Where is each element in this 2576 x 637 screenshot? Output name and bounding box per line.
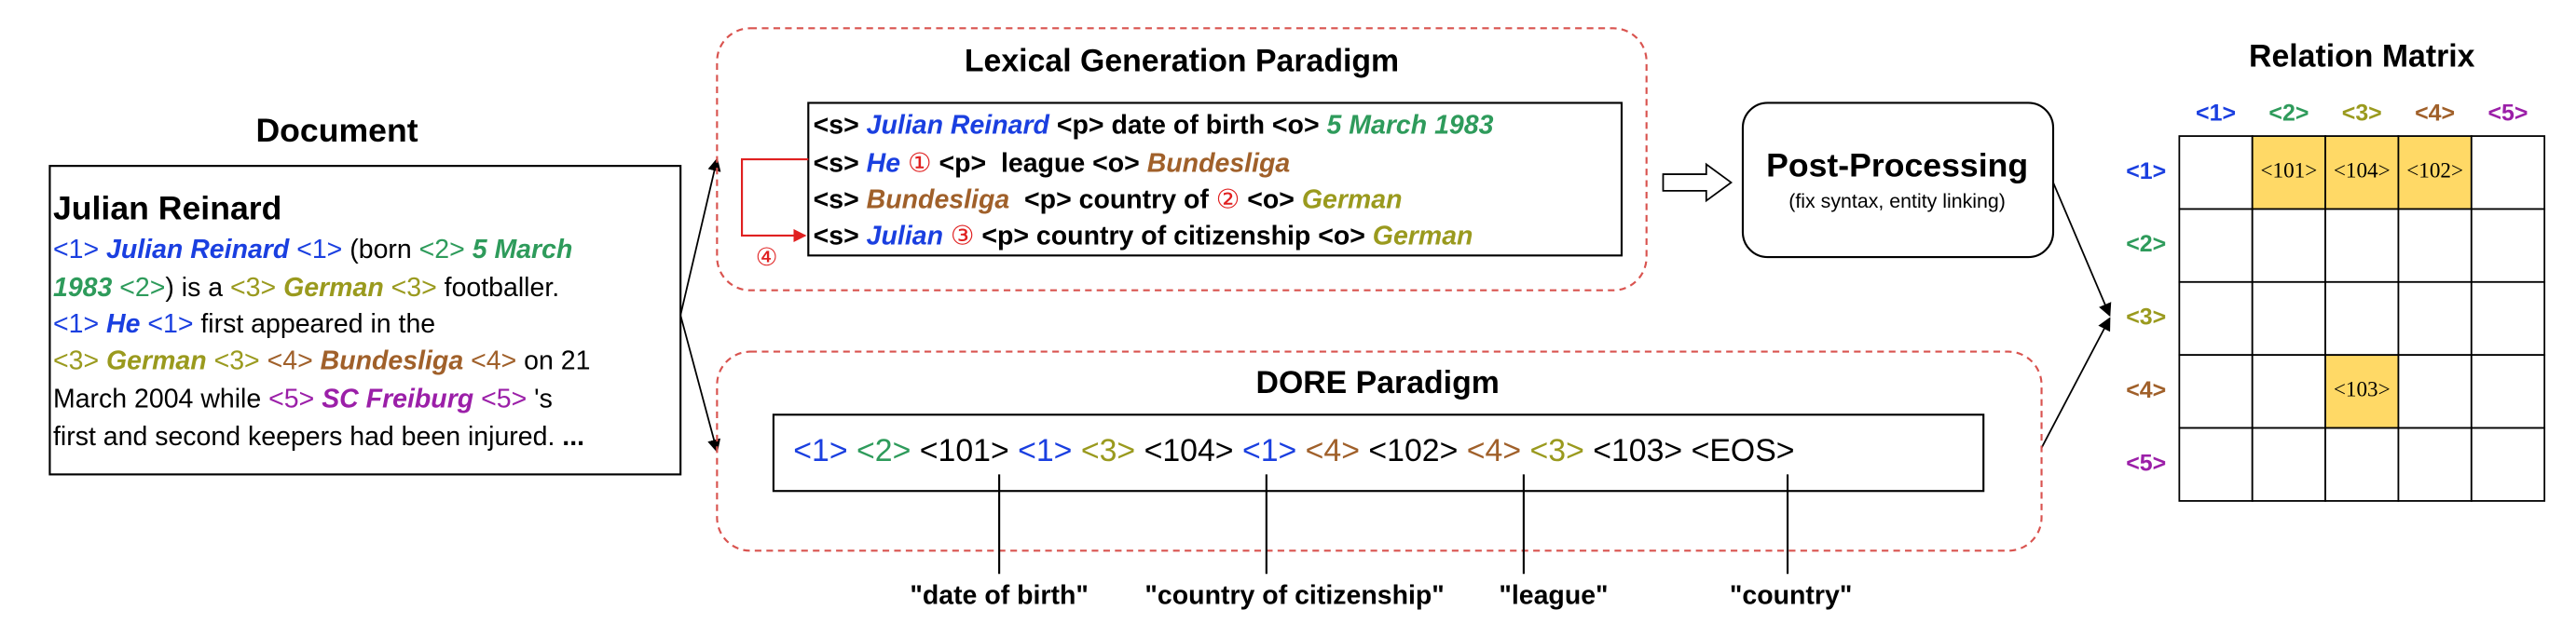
matrix-cell bbox=[2324, 280, 2400, 357]
column-header: <3> bbox=[2342, 101, 2382, 127]
matrix-cell bbox=[2470, 280, 2546, 357]
document-line: first and second keepers had been injure… bbox=[53, 422, 584, 452]
row-header: <2> bbox=[2126, 231, 2166, 257]
document-box bbox=[48, 165, 682, 476]
document-line: <1> He <1> first appeared in the bbox=[53, 309, 435, 339]
document-line: <1> Julian Reinard <1> (born <2> 5 March bbox=[53, 235, 572, 264]
relation-label: "country of citizenship" bbox=[1144, 581, 1444, 611]
matrix-cell bbox=[2470, 427, 2546, 502]
lexical-line: <s> He ① <p> league <o> Bundesliga bbox=[814, 148, 1291, 178]
arrow bbox=[679, 157, 721, 316]
row-header: <1> bbox=[2126, 158, 2166, 184]
matrix-cell bbox=[2397, 208, 2473, 283]
post-processing-box bbox=[1741, 102, 2055, 259]
lexical-line: <s> Julian Reinard <p> date of birth <o>… bbox=[814, 110, 1494, 140]
dore-title: DORE Paradigm bbox=[1256, 365, 1500, 400]
matrix-cell bbox=[2178, 208, 2254, 283]
dore-box bbox=[772, 413, 1985, 493]
post-processing-title: Post-Processing bbox=[1766, 146, 2028, 183]
matrix-cell bbox=[2178, 135, 2254, 210]
lexical-title: Lexical Generation Paradigm bbox=[965, 44, 1399, 79]
matrix-cell bbox=[2324, 427, 2400, 502]
relation-label: "country" bbox=[1730, 581, 1852, 611]
lexical-box bbox=[807, 102, 1624, 257]
document-heading: Julian Reinard bbox=[53, 190, 281, 227]
dore-sequence: <1> <2> <101> <1> <3> <104> <1> <4> <102… bbox=[793, 433, 1794, 468]
matrix-cell bbox=[2251, 208, 2326, 283]
matrix-cell bbox=[2251, 280, 2326, 357]
matrix-cell bbox=[2397, 354, 2473, 429]
document-line: 1983 <2>) is a <3> German <3> footballer… bbox=[53, 272, 559, 302]
arrow bbox=[2040, 317, 2111, 449]
matrix-cell bbox=[2178, 280, 2254, 357]
loop-arrow bbox=[741, 157, 809, 243]
row-header: <4> bbox=[2126, 377, 2166, 403]
matrix-cell bbox=[2397, 280, 2473, 357]
hollow-arrow bbox=[1662, 162, 1733, 203]
matrix-cell bbox=[2397, 135, 2473, 210]
matrix-cell bbox=[2178, 354, 2254, 429]
matrix-cell bbox=[2251, 427, 2326, 502]
matrix-cell bbox=[2397, 427, 2473, 502]
lexical-line: <s> Bundesliga <p> country of ② <o> Germ… bbox=[814, 184, 1403, 214]
arrow bbox=[679, 315, 721, 454]
column-header: <2> bbox=[2268, 101, 2309, 127]
relation-label: "date of birth" bbox=[910, 581, 1089, 611]
cell-label: <101> bbox=[2260, 159, 2317, 183]
document-line: March 2004 while <5> SC Freiburg <5> 's bbox=[53, 384, 553, 413]
document-title: Document bbox=[255, 112, 418, 149]
arrow bbox=[2052, 182, 2112, 318]
cell-label: <103> bbox=[2334, 378, 2391, 402]
matrix-cell bbox=[2324, 208, 2400, 283]
matrix-cell bbox=[2470, 208, 2546, 283]
matrix-cell bbox=[2470, 354, 2546, 429]
relation-label: "league" bbox=[1499, 581, 1608, 611]
cell-label: <104> bbox=[2334, 159, 2391, 183]
lexical-line: <s> Julian ③ <p> country of citizenship … bbox=[814, 221, 1473, 251]
cell-label: <102> bbox=[2406, 159, 2463, 183]
matrix-cell bbox=[2470, 135, 2546, 210]
matrix-cell bbox=[2251, 354, 2326, 429]
row-header: <3> bbox=[2126, 305, 2166, 331]
column-header: <5> bbox=[2487, 101, 2528, 127]
lexical-panel bbox=[716, 27, 1648, 291]
column-header: <1> bbox=[2196, 101, 2236, 127]
row-header: <5> bbox=[2126, 450, 2166, 476]
relation-matrix: <1> <2> <3> <4> <5> <1> <2> <3> <4> <5> <101> <104>… bbox=[2126, 101, 2546, 502]
dore-panel bbox=[716, 350, 2043, 552]
matrix-title: Relation Matrix bbox=[2249, 38, 2475, 74]
column-header: <4> bbox=[2415, 101, 2455, 127]
matrix-cell bbox=[2251, 135, 2326, 210]
document-line: <3> German <3> <4> Bundesliga <4> on 21 bbox=[53, 346, 590, 375]
post-processing-subtitle: (fix syntax, entity linking) bbox=[1788, 190, 2006, 212]
matrix-cell bbox=[2178, 427, 2254, 502]
loop-marker: ④ bbox=[756, 243, 778, 271]
